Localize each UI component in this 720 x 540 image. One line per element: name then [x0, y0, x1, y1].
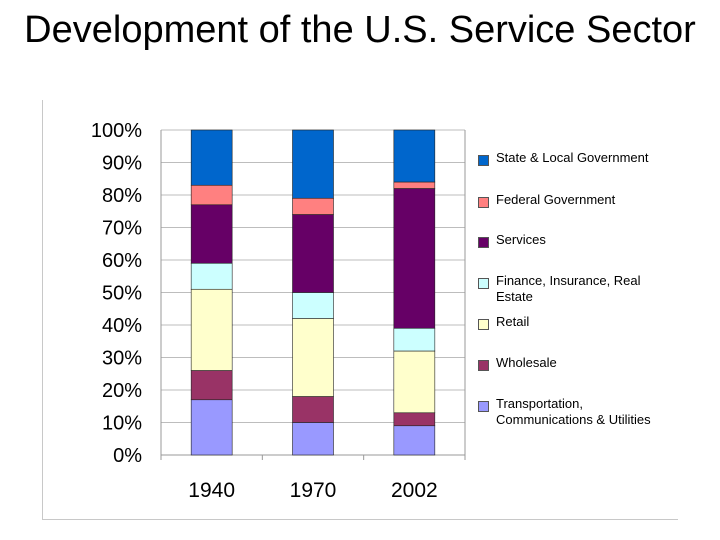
- bar-segment: [190, 129, 233, 186]
- bar-segment: [292, 292, 334, 319]
- bar-segment: [190, 262, 233, 290]
- legend-item: Services: [478, 232, 676, 248]
- bar-segment: [292, 214, 334, 293]
- frame-left-border: [42, 100, 43, 520]
- y-tick-label: 20%: [102, 380, 142, 402]
- legend-item: Federal Government: [478, 192, 676, 208]
- y-tick-label: 90%: [102, 153, 142, 175]
- legend-swatch: [478, 278, 489, 289]
- legend-swatch: [478, 360, 489, 371]
- legend-label: Finance, Insurance, Real Estate: [496, 273, 641, 304]
- legend-swatch: [478, 401, 489, 412]
- y-tick-label: 50%: [102, 283, 142, 305]
- legend-swatch: [478, 155, 489, 166]
- legend-swatch: [478, 197, 489, 208]
- x-tick-label: 1970: [290, 479, 337, 502]
- bar-segment: [393, 412, 436, 427]
- bar-segment: [190, 399, 233, 456]
- bar-segment: [292, 129, 334, 199]
- bar-segment: [292, 422, 334, 456]
- y-tick-label: 0%: [113, 445, 142, 467]
- bar-segment: [393, 425, 436, 456]
- bar-segment: [292, 318, 334, 397]
- y-tick-label: 100%: [91, 120, 142, 142]
- y-tick-label: 30%: [102, 348, 142, 370]
- y-tick-label: 60%: [102, 250, 142, 272]
- legend-item: Finance, Insurance, Real Estate: [478, 273, 676, 305]
- y-tick-label: 40%: [102, 315, 142, 337]
- bar-segment: [393, 181, 436, 189]
- legend-label: Retail: [496, 314, 530, 329]
- bar-segment: [292, 396, 334, 423]
- y-tick-label: 10%: [102, 413, 142, 435]
- legend-item: Wholesale: [478, 355, 676, 371]
- x-tick-label: 1940: [188, 479, 235, 502]
- bar-segment: [393, 327, 436, 352]
- bar-segment: [190, 184, 233, 206]
- legend-label: State & Local Government: [496, 150, 649, 165]
- legend-item: Transportation, Communications & Utiliti…: [478, 396, 676, 428]
- bar-segment: [393, 188, 436, 329]
- y-tick-label: 80%: [102, 185, 142, 207]
- bar-segment: [393, 350, 436, 414]
- y-tick-label: 70%: [102, 218, 142, 240]
- bar-segment: [190, 288, 233, 371]
- bar-segment: [292, 197, 334, 215]
- legend-label: Wholesale: [496, 355, 557, 370]
- legend-swatch: [478, 237, 489, 248]
- legend-swatch: [478, 319, 489, 330]
- legend-label: Services: [496, 232, 546, 247]
- x-tick-label: 2002: [391, 479, 438, 502]
- legend-item: Retail: [478, 314, 676, 330]
- frame-bottom-border: [42, 519, 678, 520]
- legend-item: State & Local Government: [478, 150, 676, 166]
- chart-title: Development of the U.S. Service Sector: [24, 9, 696, 51]
- bar-segment: [190, 370, 233, 401]
- legend-label: Federal Government: [496, 192, 616, 207]
- legend-label: Transportation, Communications & Utiliti…: [496, 396, 651, 427]
- bar-segment: [190, 204, 233, 264]
- bar-segment: [393, 129, 436, 183]
